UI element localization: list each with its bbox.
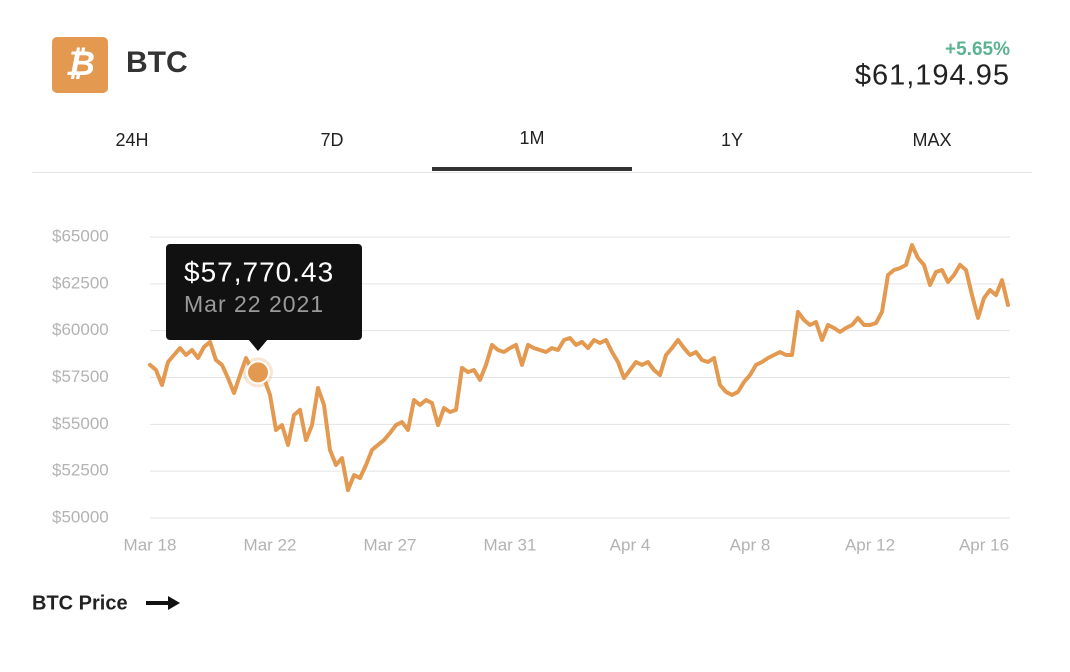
coin-glyph: ₿ <box>65 45 95 83</box>
tab[interactable]: 24H <box>115 130 148 150</box>
price-line <box>148 243 1010 493</box>
tooltip-pointer <box>248 339 268 351</box>
x-tick-label: Mar 22 <box>244 535 297 554</box>
tab[interactable]: 7D <box>320 130 343 150</box>
coin-symbol: BTC <box>126 46 188 79</box>
tab[interactable]: 1M <box>519 128 544 148</box>
active-tab-underline <box>432 167 632 171</box>
tab[interactable]: MAX <box>912 130 951 150</box>
x-tick-label: Apr 8 <box>730 535 771 554</box>
y-tick-label: $57500 <box>52 367 109 386</box>
y-tick-label: $60000 <box>52 320 109 339</box>
hover-point <box>246 360 270 385</box>
y-tick-label: $62500 <box>52 273 109 292</box>
x-tick-label: Mar 31 <box>484 535 537 554</box>
arrow-icon <box>146 596 180 610</box>
tab-bar: 24H 7D 1M 1Y MAX <box>115 128 952 171</box>
tooltip-date: Mar 22 2021 <box>184 291 324 317</box>
y-tick-label: $55000 <box>52 414 109 433</box>
tab[interactable]: 1Y <box>721 130 743 150</box>
footer-link[interactable]: BTC Price <box>32 592 128 614</box>
x-tick-label: Mar 18 <box>124 535 177 554</box>
chart: $50000 $52500 $55000 $57500 $60000 $62500 $650… <box>52 226 1010 554</box>
y-tick-label: $50000 <box>52 507 109 526</box>
y-tick-label: $52500 <box>52 461 109 480</box>
current-price: $61,194.95 <box>855 60 1010 92</box>
tooltip-box <box>166 244 362 340</box>
coin-icon <box>52 37 108 93</box>
tooltip-value: $57,770.43 <box>184 256 334 287</box>
x-tick-label: Apr 12 <box>845 535 895 554</box>
price-change: +5.65% <box>945 39 1010 60</box>
x-tick-label: Apr 4 <box>610 535 651 554</box>
y-tick-label: $65000 <box>52 226 109 245</box>
x-tick-label: Apr 16 <box>959 535 1009 554</box>
x-tick-label: Mar 27 <box>364 535 417 554</box>
